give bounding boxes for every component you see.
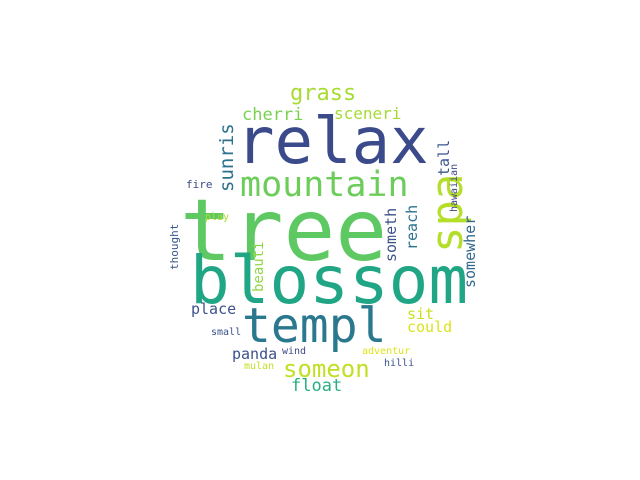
word-somewher: somewher <box>461 215 479 288</box>
word-cherri: cherri <box>242 105 304 125</box>
word-mountain: mountain <box>240 165 409 205</box>
word-sceneri: sceneri <box>334 104 402 123</box>
word-someon: someon <box>283 355 370 383</box>
word-mulan: mulan <box>244 361 275 372</box>
word-templ: templ <box>242 298 387 354</box>
word-tree: tree <box>180 181 388 281</box>
word-small: small <box>211 327 242 338</box>
word-fire: fire <box>186 178 213 191</box>
word-place: place <box>191 300 237 318</box>
word-hawaiian: hawaiian <box>449 163 460 212</box>
word-sunris: sunris <box>216 123 238 192</box>
word-wind: wind <box>282 346 307 357</box>
word-panda: panda <box>232 345 278 363</box>
word-hilli: hilli <box>384 358 415 369</box>
word-could: could <box>407 318 453 336</box>
word-sit: sit <box>407 305 435 323</box>
word-adventur: adventur <box>362 346 411 357</box>
word-reach: reach <box>403 204 421 250</box>
word-thought: thought <box>168 223 181 270</box>
word-float: float <box>291 376 343 396</box>
word-play: play <box>205 212 230 223</box>
word-relax: relax <box>236 105 429 179</box>
word-beauti: beauti <box>251 241 267 292</box>
word-someth: someth <box>382 207 400 262</box>
word-blossom: blossom <box>190 242 469 319</box>
word-grass: grass <box>290 81 357 106</box>
